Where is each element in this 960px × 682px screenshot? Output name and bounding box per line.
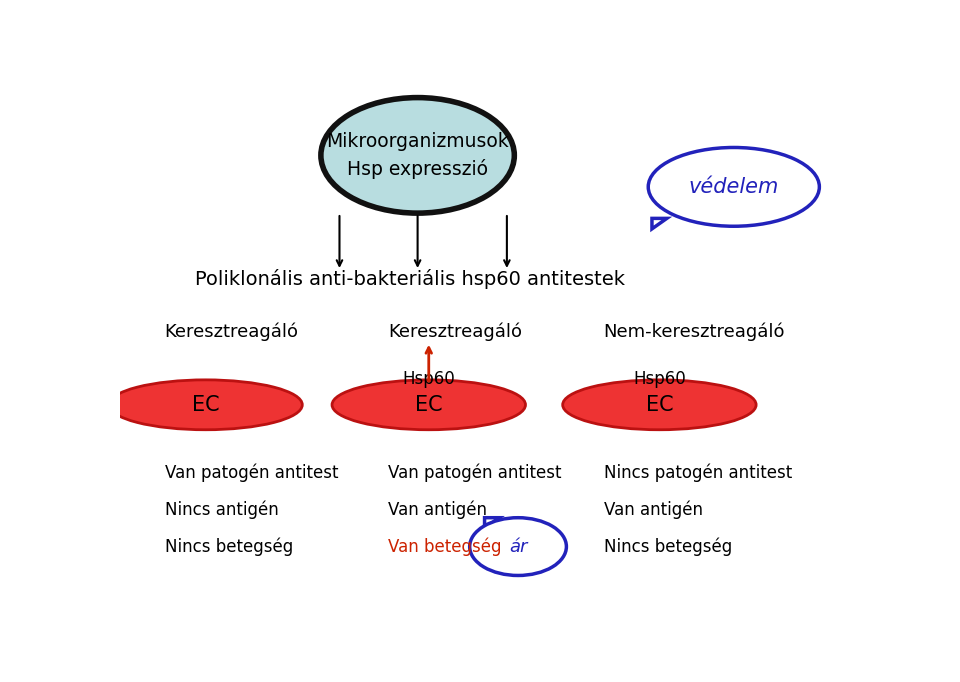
Text: Van betegség: Van betegség (388, 537, 501, 556)
Ellipse shape (332, 380, 525, 430)
Text: ár: ár (509, 537, 527, 556)
Text: Nem-keresztreagáló: Nem-keresztreagáló (604, 322, 785, 340)
Ellipse shape (648, 147, 819, 226)
Text: Keresztreagáló: Keresztreagáló (165, 322, 299, 340)
Text: Mikroorganizmusok
Hsp expresszió: Mikroorganizmusok Hsp expresszió (326, 132, 509, 179)
Text: EC: EC (192, 395, 220, 415)
Text: Van antigén: Van antigén (388, 501, 487, 519)
Text: EC: EC (415, 395, 443, 415)
Text: védelem: védelem (688, 177, 779, 197)
Polygon shape (652, 218, 667, 229)
Ellipse shape (321, 98, 515, 213)
Text: Keresztreagáló: Keresztreagáló (388, 322, 522, 340)
Text: Nincs antigén: Nincs antigén (165, 501, 278, 519)
Ellipse shape (469, 518, 566, 576)
Text: Van patogén antitest: Van patogén antitest (165, 464, 338, 482)
Ellipse shape (563, 380, 756, 430)
Text: Poliklonális anti-bakteriális hsp60 antitestek: Poliklonális anti-bakteriális hsp60 anti… (195, 269, 625, 288)
Text: Van antigén: Van antigén (604, 501, 703, 519)
Text: EC: EC (645, 395, 673, 415)
Text: Nincs betegség: Nincs betegség (604, 537, 732, 556)
Text: Hsp60: Hsp60 (633, 370, 685, 387)
Text: Hsp60: Hsp60 (402, 370, 455, 387)
Text: Nincs patogén antitest: Nincs patogén antitest (604, 464, 792, 482)
Text: Van patogén antitest: Van patogén antitest (388, 464, 562, 482)
Ellipse shape (108, 380, 302, 430)
Polygon shape (485, 518, 499, 528)
Text: Nincs betegség: Nincs betegség (165, 537, 293, 556)
